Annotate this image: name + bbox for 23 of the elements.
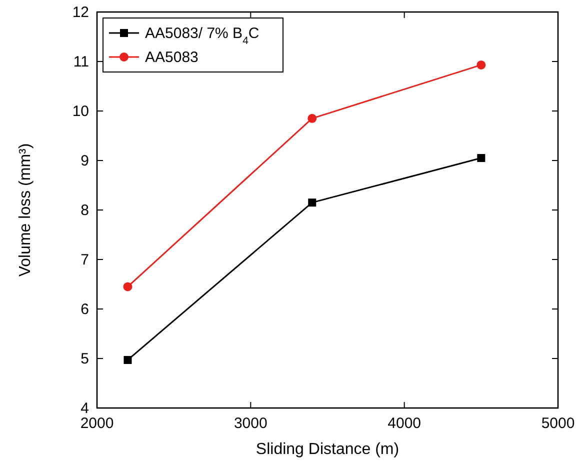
y-axis-title: Volume loss (mm³): [17, 143, 34, 277]
x-tick-label: 5000: [541, 415, 575, 432]
point: [476, 60, 486, 70]
point: [308, 114, 317, 123]
x-tick-label: 2000: [80, 415, 114, 432]
y-tick-label: 6: [80, 301, 89, 318]
y-tick-label: 5: [80, 350, 89, 368]
point: [123, 282, 132, 292]
y-tick-label: 10: [72, 103, 89, 120]
x-tick-label: 3000: [234, 415, 268, 432]
point: [477, 154, 486, 162]
legend-label: AA5083: [145, 49, 198, 66]
point: [308, 198, 316, 207]
x-tick-label: 4000: [388, 415, 422, 432]
y-tick-label: 11: [73, 54, 89, 70]
legend-label: AA5083/ 7% B$_{4}$C: [145, 25, 260, 47]
point: [124, 356, 132, 364]
y-tick-label: 7: [80, 252, 89, 268]
y-tick-label: 8: [80, 202, 89, 219]
y-tick-label: 12: [72, 4, 89, 21]
x-axis-title: Sliding Distance (m): [256, 441, 400, 458]
y-tick-label: 9: [80, 152, 89, 170]
y-tick-label: 4: [80, 400, 89, 417]
